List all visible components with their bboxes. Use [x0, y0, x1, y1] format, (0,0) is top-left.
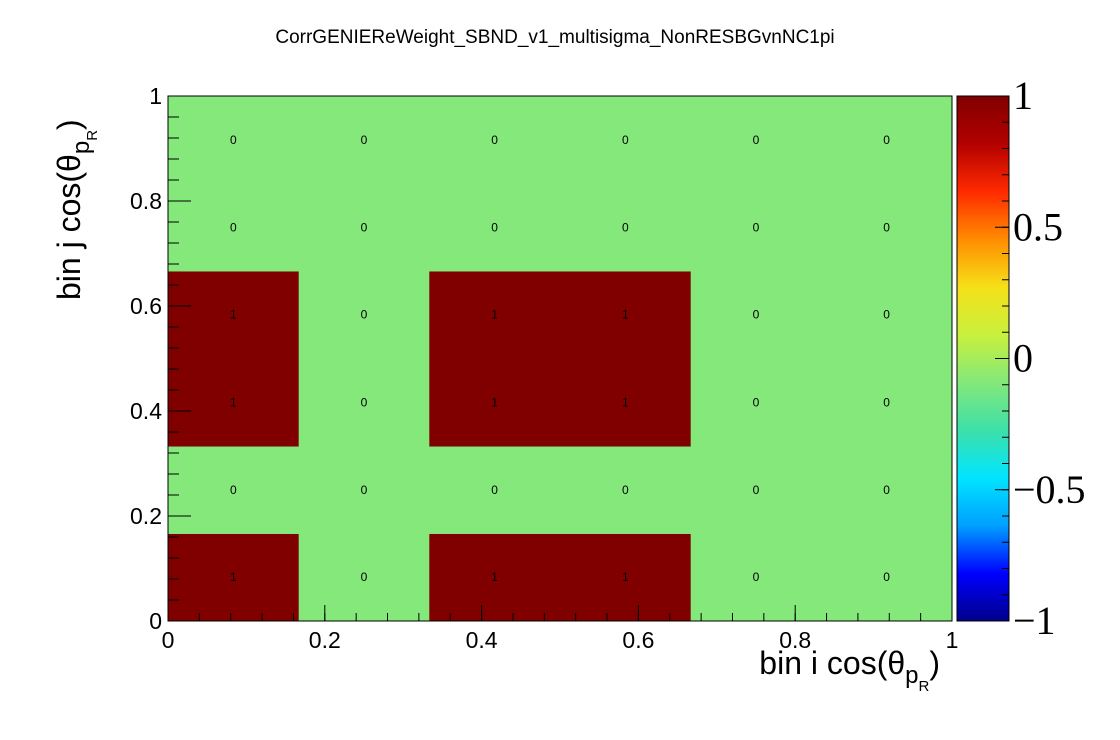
- cell-value-label: 0: [753, 483, 760, 497]
- cell-value-label: 0: [753, 133, 760, 147]
- heatmap-cell: [298, 446, 430, 534]
- heatmap-cell: [168, 446, 300, 534]
- heatmap-cell: [821, 96, 953, 185]
- heatmap-cell: [429, 270, 561, 359]
- heatmap-cell: [560, 358, 692, 447]
- y-tick-label: 0.2: [130, 503, 162, 529]
- y-tick-label: 0.6: [130, 293, 162, 319]
- cell-value-label: 0: [491, 220, 498, 234]
- cell-value-label: 0: [230, 483, 237, 497]
- cell-value-label: 1: [622, 570, 629, 584]
- heatmap-cell: [560, 270, 692, 359]
- cell-value-label: 0: [753, 395, 760, 409]
- cell-value-label: 0: [622, 133, 629, 147]
- chart-title: CorrGENIEReWeight_SBND_v1_multisigma_Non…: [275, 27, 834, 48]
- cell-value-label: 0: [883, 395, 890, 409]
- y-axis-label: bin j cos(θpR): [51, 119, 101, 300]
- cell-value-label: 0: [883, 220, 890, 234]
- heatmap-cell: [429, 446, 561, 534]
- heatmap-cell: [690, 358, 822, 447]
- x-axis-label: bin i cos(θpR): [759, 645, 940, 695]
- heatmap-cell: [429, 358, 561, 447]
- heatmap-cell: [168, 96, 300, 185]
- heatmap-cell: [429, 533, 561, 622]
- y-tick-label: 0.4: [130, 398, 162, 424]
- heatmap-cell: [429, 183, 561, 272]
- heatmap-cell: [690, 96, 822, 185]
- cell-value-label: 0: [491, 133, 498, 147]
- heatmap-cell: [690, 270, 822, 359]
- heatmap-cell: [560, 96, 692, 185]
- cell-value-label: 1: [622, 308, 629, 322]
- cell-value-label: 0: [361, 570, 368, 584]
- y-tick-label: 1: [149, 83, 162, 109]
- x-tick-label: 1: [946, 627, 959, 653]
- x-tick-label: 0.4: [466, 627, 498, 653]
- cell-value-label: 0: [883, 308, 890, 322]
- cell-value-label: 1: [491, 570, 498, 584]
- heatmap-cell: [821, 533, 953, 622]
- heatmap-cell: [168, 270, 300, 359]
- y-tick-label: 0.8: [130, 188, 162, 214]
- cell-value-label: 0: [883, 133, 890, 147]
- cell-value-label: 0: [883, 570, 890, 584]
- x-axis: 0 0.2 0.4 0.6 0.8 1: [162, 605, 959, 653]
- cell-value-label: 0: [753, 570, 760, 584]
- cell-value-label: 0: [361, 483, 368, 497]
- cell-value-label: 0: [753, 220, 760, 234]
- colorbar-tick-label: −1: [1013, 598, 1056, 643]
- cell-value-label: 1: [230, 308, 237, 322]
- cell-value-label: 0: [230, 220, 237, 234]
- plot-frame: [167, 95, 953, 622]
- cell-value-label: 1: [230, 570, 237, 584]
- cell-value-label: 0: [230, 133, 237, 147]
- heatmap-cell: [560, 446, 692, 534]
- heatmap-cell: [690, 183, 822, 272]
- heatmap-cell: [298, 533, 430, 622]
- heatmap-cell: [168, 183, 300, 272]
- heatmap-cell: [298, 358, 430, 447]
- colorbar-tick-label: 0: [1013, 336, 1033, 381]
- heatmap-cell: [168, 358, 300, 447]
- cell-value-label: 0: [361, 220, 368, 234]
- cell-value-label: 0: [622, 483, 629, 497]
- x-tick-label: 0.8: [779, 627, 811, 653]
- cell-value-label: 0: [622, 220, 629, 234]
- cell-value-labels: 1 0 1 1 0 0 0 0 0 0 0 0 1 0 1 1 0 0 1 0 1 1 0 0 0 0 0 0 0 0 0 0 0 0 0 0: [230, 133, 890, 584]
- x-tick-label: 0.6: [622, 627, 654, 653]
- cell-value-label: 0: [361, 133, 368, 147]
- heatmap-cell: [560, 183, 692, 272]
- x-tick-label: 0: [162, 627, 175, 653]
- cell-value-label: 0: [753, 308, 760, 322]
- heatmap-cell: [298, 183, 430, 272]
- heatmap-cell: [298, 270, 430, 359]
- cell-value-label: 1: [230, 395, 237, 409]
- heatmap-cell: [821, 446, 953, 534]
- colorbar-tick-label: 1: [1013, 73, 1033, 118]
- y-axis: 0 0.2 0.4 0.6 0.8 1: [130, 83, 191, 634]
- heatmap-cell: [821, 358, 953, 447]
- colorbar-ticks: 1 0.5 0 −0.5 −1: [995, 73, 1086, 643]
- cell-value-label: 0: [491, 483, 498, 497]
- cell-value-label: 1: [491, 308, 498, 322]
- y-tick-label: 0: [149, 608, 162, 634]
- colorbar-tick-label: −0.5: [1013, 467, 1086, 512]
- cell-value-label: 0: [361, 308, 368, 322]
- cell-value-label: 1: [622, 395, 629, 409]
- heatmap-cell: [429, 96, 561, 185]
- cell-value-label: 0: [883, 483, 890, 497]
- heatmap-cell: [690, 533, 822, 622]
- colorbar-tick-label: 0.5: [1013, 204, 1063, 249]
- cell-value-label: 1: [491, 395, 498, 409]
- heatmap-cell: [821, 183, 953, 272]
- cell-value-label: 0: [361, 395, 368, 409]
- heatmap-cells: [168, 96, 953, 622]
- x-tick-label: 0.2: [309, 627, 341, 653]
- heatmap-cell: [298, 96, 430, 185]
- heatmap-cell: [690, 446, 822, 534]
- heatmap-cell: [168, 533, 300, 622]
- heatmap-cell: [560, 533, 692, 622]
- heatmap-cell: [821, 270, 953, 359]
